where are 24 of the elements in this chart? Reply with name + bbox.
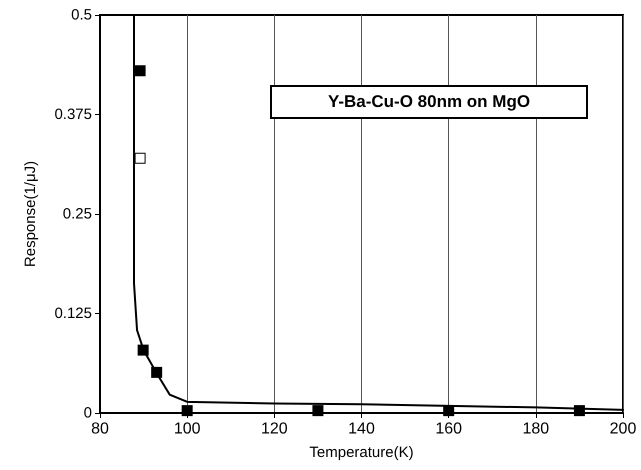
x-tick-label: 180 xyxy=(522,420,550,438)
point xyxy=(574,405,585,416)
y-tick-label: 0.25 xyxy=(62,206,92,222)
point xyxy=(134,65,146,76)
x-tick-label: 120 xyxy=(260,420,288,438)
y-tick-label: 0.375 xyxy=(54,106,92,123)
x-tick-label: 140 xyxy=(348,420,375,438)
x-tick-label: 100 xyxy=(174,420,201,438)
y-tick-label: 0 xyxy=(84,404,92,422)
note-box: Y-Ba-Cu-O 80nm on MgO xyxy=(270,85,588,119)
y-tick-label: 0.125 xyxy=(54,305,92,322)
point xyxy=(151,366,162,378)
point xyxy=(312,405,324,416)
x-axis-title: Temperature(K) xyxy=(309,444,414,461)
x-tick-label: 200 xyxy=(610,420,636,438)
point xyxy=(182,405,193,416)
point xyxy=(134,152,146,164)
annotation: Y-Ba-Cu-O 80nm on MgO xyxy=(328,92,530,112)
y-axis-title: Response(1/μJ) xyxy=(22,160,39,268)
point xyxy=(138,344,149,356)
x-tick-label: 160 xyxy=(435,420,462,438)
point xyxy=(443,405,454,416)
x-tick-label: 80 xyxy=(91,420,109,438)
y-tick-label: 0.5 xyxy=(71,6,92,24)
